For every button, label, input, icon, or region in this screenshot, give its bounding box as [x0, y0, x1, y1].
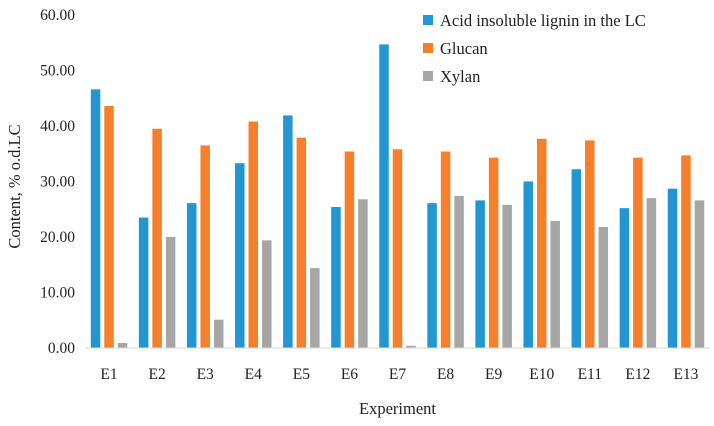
bar-e3-series-3 [213, 319, 224, 348]
bars [90, 44, 705, 349]
y-axis-title: Content, % o.d.LC [5, 124, 24, 248]
bar-e2-series-2 [152, 128, 162, 348]
bar-e2-series-3 [165, 237, 176, 348]
legend-label: Acid insoluble lignin in the LC [440, 11, 646, 30]
bar-e3-series-1 [186, 203, 197, 348]
legend: Acid insoluble lignin in the LC Glucan Xyl… [423, 11, 646, 86]
bar-e1-series-3 [117, 343, 128, 348]
bar-e3-series-2 [200, 145, 210, 348]
y-tick-label: 0.00 [48, 340, 75, 357]
bar-e4-series-2 [248, 121, 259, 348]
legend-swatch [423, 71, 433, 81]
x-tick-label: E2 [149, 366, 166, 383]
bar-e10-series-3 [550, 220, 560, 348]
bar-e12-series-2 [633, 157, 643, 348]
bar-e1-series-2 [104, 106, 114, 349]
legend-swatch [423, 43, 433, 53]
legend-label: Glucan [440, 39, 488, 58]
bar-e6-series-3 [358, 199, 368, 348]
bar-e10-series-1 [523, 181, 533, 348]
y-axis-ticks: 0.00 10.00 20.00 30.00 40.00 50.00 60.00 [40, 7, 75, 357]
bar-e7-series-2 [392, 149, 403, 348]
bar-e12-series-1 [619, 208, 630, 348]
x-tick-label: E13 [673, 366, 698, 383]
bar-e8-series-1 [427, 203, 437, 348]
y-tick-label: 10.00 [40, 285, 75, 302]
bar-e5-series-1 [283, 115, 293, 348]
legend-swatch [423, 15, 433, 25]
bar-e9-series-3 [502, 204, 512, 348]
x-tick-label: E10 [529, 366, 554, 383]
bar-e6-series-1 [331, 207, 341, 348]
bar-e8-series-2 [440, 151, 451, 348]
y-tick-label: 40.00 [40, 118, 75, 135]
x-tick-label: E5 [293, 366, 310, 383]
bar-e5-series-3 [310, 268, 320, 348]
y-tick-label: 20.00 [40, 229, 75, 246]
bar-e4-series-3 [262, 240, 272, 348]
bar-e12-series-3 [646, 198, 657, 348]
x-tick-label: E3 [197, 366, 214, 383]
x-tick-label: E12 [625, 366, 650, 383]
y-tick-label: 60.00 [40, 7, 75, 24]
x-tick-label: E1 [100, 366, 117, 383]
bar-e13-series-2 [681, 155, 691, 348]
bar-e7-series-3 [406, 345, 416, 348]
bar-e7-series-1 [379, 44, 389, 348]
x-tick-label: E6 [341, 366, 358, 383]
x-tick-label: E9 [485, 366, 502, 383]
bar-e4-series-1 [235, 163, 245, 348]
bar-e2-series-1 [138, 217, 149, 348]
x-axis-ticks: E1 E2 E3 E4 E5 E6 E7 E8 E9 E10 E11 E12 E13 [100, 366, 698, 383]
bar-e9-series-2 [488, 157, 499, 348]
bar-e9-series-1 [475, 200, 485, 348]
bar-e11-series-1 [571, 169, 582, 348]
x-tick-label: E11 [578, 366, 602, 383]
bar-e11-series-2 [585, 140, 595, 348]
bar-e1-series-1 [90, 89, 101, 349]
legend-label: Xylan [440, 67, 480, 86]
bar-e13-series-1 [667, 188, 678, 348]
bar-e6-series-2 [344, 151, 355, 348]
bar-e10-series-2 [536, 138, 547, 348]
bar-e8-series-3 [454, 195, 464, 348]
x-tick-label: E7 [389, 366, 406, 383]
y-tick-label: 50.00 [40, 63, 75, 80]
x-tick-label: E4 [245, 366, 262, 383]
bar-e11-series-3 [598, 227, 609, 348]
x-tick-label: E8 [437, 366, 454, 383]
bar-e5-series-2 [296, 137, 307, 348]
y-tick-label: 30.00 [40, 174, 75, 191]
x-axis-title: Experiment [359, 399, 436, 418]
bar-e13-series-3 [694, 200, 705, 348]
